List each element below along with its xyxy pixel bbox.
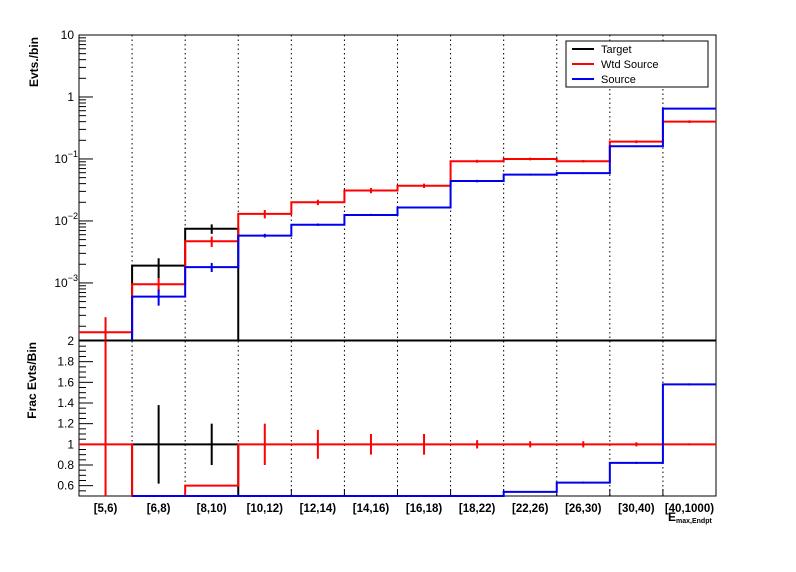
bottom-y-tick-label: 0.8 bbox=[57, 458, 74, 472]
top-y-tick-label: 1 bbox=[67, 90, 74, 104]
legend-entry: Target bbox=[601, 44, 632, 56]
bottom-y-tick-label: 1.2 bbox=[57, 417, 74, 431]
top-y-axis-title: Evts./bin bbox=[27, 37, 41, 87]
bottom-y-tick-label: 2 bbox=[67, 334, 74, 348]
series-step-source bbox=[131, 107, 716, 340]
series-step-wtd-source bbox=[79, 443, 716, 497]
x-category-label: [12,14) bbox=[300, 503, 337, 515]
legend-entry: Source bbox=[601, 74, 636, 86]
x-axis-title: Emax,Endpt bbox=[668, 510, 712, 525]
x-category-label: [30,40) bbox=[618, 503, 655, 515]
x-category-label: [16,18) bbox=[406, 503, 443, 515]
bottom-y-tick-label: 1.6 bbox=[57, 375, 74, 389]
x-category-label: [8,10) bbox=[197, 503, 227, 515]
x-category-label: [22,26) bbox=[512, 503, 549, 515]
top-y-tick-label: 10 bbox=[61, 28, 75, 42]
bottom-y-tick-label: 1 bbox=[67, 437, 74, 451]
x-category-label: [14,16) bbox=[353, 503, 390, 515]
bottom-y-axis-title: Frac Evts/Bin bbox=[25, 342, 39, 419]
x-category-label: [26,30) bbox=[565, 503, 602, 515]
legend-entry: Wtd Source bbox=[601, 59, 658, 71]
bottom-y-tick-label: 1.8 bbox=[57, 355, 74, 369]
x-category-label: [5,6) bbox=[94, 503, 118, 515]
bottom-y-tick-label: 0.6 bbox=[57, 479, 74, 493]
bottom-y-tick-label: 1.4 bbox=[57, 396, 74, 410]
x-category-label: [40,1000) bbox=[665, 503, 714, 515]
top-y-tick-label: 10−1 bbox=[54, 149, 78, 166]
x-category-label: [10,12) bbox=[247, 503, 284, 515]
top-y-tick-label: 10−2 bbox=[54, 211, 78, 228]
top-y-tick-label: 10−3 bbox=[54, 273, 78, 290]
x-category-label: [18,22) bbox=[459, 503, 496, 515]
x-category-label: [6,8) bbox=[147, 503, 171, 515]
